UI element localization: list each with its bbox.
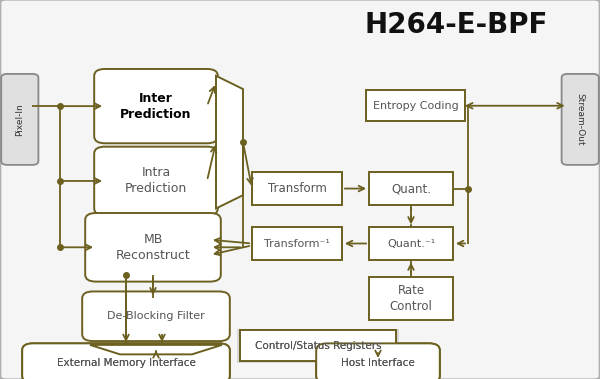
Text: Quant.⁻¹: Quant.⁻¹ [387, 238, 435, 249]
FancyBboxPatch shape [22, 343, 230, 379]
Bar [240, 330, 396, 361]
Polygon shape [90, 345, 222, 354]
FancyBboxPatch shape [324, 348, 432, 378]
Bar [252, 227, 342, 260]
Text: Pixel-In: Pixel-In [16, 103, 24, 136]
FancyBboxPatch shape [237, 329, 399, 363]
Bar [252, 172, 342, 205]
Text: Inter
Prediction: Inter Prediction [120, 92, 192, 121]
FancyBboxPatch shape [1, 74, 38, 165]
Text: Quant.: Quant. [391, 182, 431, 195]
Bar [369, 227, 453, 260]
Text: Rate
Control: Rate Control [389, 284, 433, 313]
Bar [240, 330, 396, 361]
Text: Stream-Out: Stream-Out [575, 93, 584, 146]
FancyBboxPatch shape [82, 291, 230, 341]
Text: Control/Status Registers: Control/Status Registers [254, 341, 382, 351]
Bar [369, 172, 453, 205]
Text: MB
Reconstruct: MB Reconstruct [116, 233, 190, 262]
Text: H264-E-BPF: H264-E-BPF [364, 11, 548, 39]
FancyBboxPatch shape [85, 213, 221, 282]
FancyBboxPatch shape [316, 343, 440, 379]
Text: Transform: Transform [268, 182, 326, 195]
Text: Host Interface: Host Interface [341, 358, 415, 368]
Text: Intra
Prediction: Intra Prediction [125, 166, 187, 196]
FancyBboxPatch shape [30, 348, 222, 378]
Text: De-Blocking Filter: De-Blocking Filter [107, 311, 205, 321]
FancyBboxPatch shape [562, 74, 599, 165]
FancyBboxPatch shape [94, 69, 218, 143]
Text: External Memory Interface: External Memory Interface [56, 358, 196, 368]
Text: Host Interface: Host Interface [341, 358, 415, 368]
Bar [369, 277, 453, 320]
Bar [366, 90, 465, 121]
FancyBboxPatch shape [316, 343, 440, 379]
Text: Control/Status Registers: Control/Status Registers [254, 341, 382, 351]
Polygon shape [216, 76, 243, 208]
FancyBboxPatch shape [22, 343, 230, 379]
Text: Entropy Coding: Entropy Coding [373, 101, 458, 111]
Text: External Memory Interface: External Memory Interface [56, 358, 196, 368]
Text: Transform⁻¹: Transform⁻¹ [264, 238, 330, 249]
FancyBboxPatch shape [94, 147, 218, 215]
